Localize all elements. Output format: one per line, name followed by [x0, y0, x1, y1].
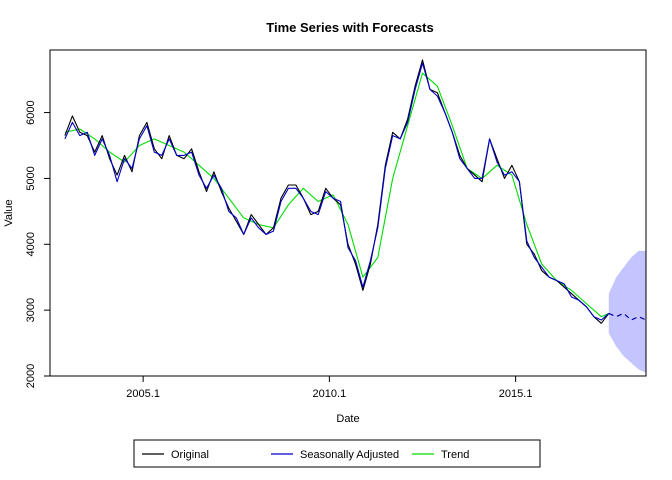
x-axis: 2005.1 2010.1 2015.1	[126, 376, 532, 400]
legend: Original Seasonally Adjusted Trend	[133, 439, 541, 468]
y-tick-label: 6000	[25, 100, 37, 124]
plot-area	[64, 59, 647, 373]
legend-entry-trend: Trend	[441, 449, 469, 461]
series-line-trend	[64, 72, 610, 318]
y-axis: 2000 3000 4000 5000 6000	[25, 100, 50, 388]
y-tick-label: 5000	[25, 166, 37, 190]
series-line-seasonally-adjusted	[64, 62, 610, 321]
series-line-original	[64, 59, 610, 324]
y-tick-label: 4000	[25, 232, 37, 256]
forecast-interval-band	[608, 250, 646, 373]
plot-frame	[49, 49, 647, 377]
legend-entry-original: Original	[171, 449, 209, 461]
legend-box	[133, 439, 541, 468]
y-tick-label: 3000	[25, 298, 37, 322]
x-tick-label: 2005.1	[126, 388, 160, 400]
legend-entry-seasonally-adjusted: Seasonally Adjusted	[300, 449, 399, 461]
chart-title: Time Series with Forecasts	[266, 20, 433, 35]
x-tick-label: 2015.1	[499, 388, 533, 400]
x-tick-label: 2010.1	[313, 388, 347, 400]
x-axis-label: Date	[336, 413, 359, 425]
y-axis-label: Value	[3, 199, 15, 226]
y-tick-label: 2000	[25, 364, 37, 388]
forecast-line	[608, 312, 647, 321]
